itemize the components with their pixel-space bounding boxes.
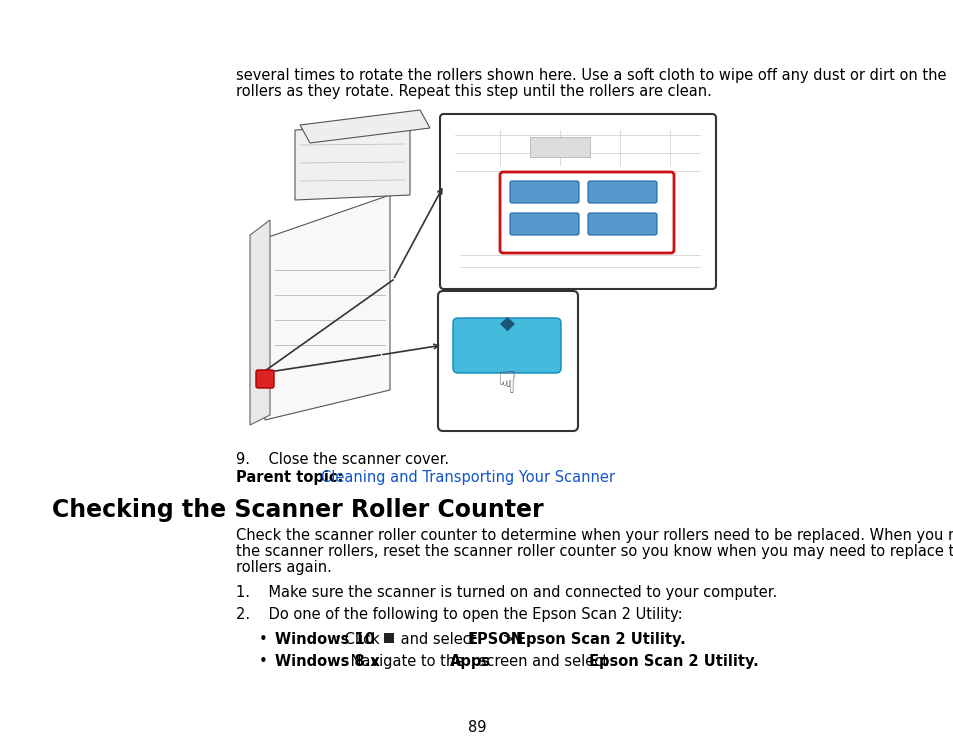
Text: Parent topic:: Parent topic: <box>235 470 348 485</box>
Text: 89: 89 <box>467 720 486 735</box>
Text: : Click: : Click <box>335 632 384 647</box>
Text: EPSON: EPSON <box>468 632 524 647</box>
Polygon shape <box>299 110 430 143</box>
Text: ☟: ☟ <box>497 370 516 399</box>
FancyBboxPatch shape <box>255 370 274 388</box>
Polygon shape <box>250 220 270 425</box>
Text: Epson Scan 2 Utility.: Epson Scan 2 Utility. <box>588 654 758 669</box>
Text: : Navigate to the: : Navigate to the <box>341 654 469 669</box>
Text: rollers again.: rollers again. <box>235 560 332 575</box>
Polygon shape <box>294 125 410 200</box>
Text: >: > <box>497 632 519 647</box>
Text: rollers as they rotate. Repeat this step until the rollers are clean.: rollers as they rotate. Repeat this step… <box>235 84 711 99</box>
Text: 1.    Make sure the scanner is turned on and connected to your computer.: 1. Make sure the scanner is turned on an… <box>235 585 777 600</box>
FancyArrowPatch shape <box>382 344 438 354</box>
Text: 9.    Close the scanner cover.: 9. Close the scanner cover. <box>235 452 449 467</box>
FancyArrowPatch shape <box>394 189 441 277</box>
Text: ◆: ◆ <box>499 314 514 333</box>
Text: Apps: Apps <box>450 654 491 669</box>
Text: the scanner rollers, reset the scanner roller counter so you know when you may n: the scanner rollers, reset the scanner r… <box>235 544 953 559</box>
Bar <box>530 137 589 157</box>
FancyBboxPatch shape <box>437 291 578 431</box>
Polygon shape <box>260 195 390 420</box>
FancyBboxPatch shape <box>453 318 560 373</box>
FancyBboxPatch shape <box>439 114 716 289</box>
Text: and select: and select <box>395 632 480 647</box>
Text: Epson Scan 2 Utility.: Epson Scan 2 Utility. <box>516 632 685 647</box>
Text: several times to rotate the rollers shown here. Use a soft cloth to wipe off any: several times to rotate the rollers show… <box>235 68 945 83</box>
Text: •: • <box>258 632 267 647</box>
Text: •: • <box>258 654 267 669</box>
Text: Check the scanner roller counter to determine when your rollers need to be repla: Check the scanner roller counter to dete… <box>235 528 953 543</box>
Text: Windows 8.x: Windows 8.x <box>274 654 379 669</box>
Text: screen and select: screen and select <box>474 654 612 669</box>
Text: Cleaning and Transporting Your Scanner: Cleaning and Transporting Your Scanner <box>321 470 615 485</box>
Text: 2.    Do one of the following to open the Epson Scan 2 Utility:: 2. Do one of the following to open the E… <box>235 607 682 622</box>
FancyBboxPatch shape <box>587 181 657 203</box>
Text: Windows 10: Windows 10 <box>274 632 375 647</box>
FancyBboxPatch shape <box>587 213 657 235</box>
FancyBboxPatch shape <box>510 181 578 203</box>
Bar <box>383 633 394 643</box>
FancyBboxPatch shape <box>510 213 578 235</box>
Text: Checking the Scanner Roller Counter: Checking the Scanner Roller Counter <box>52 498 543 522</box>
